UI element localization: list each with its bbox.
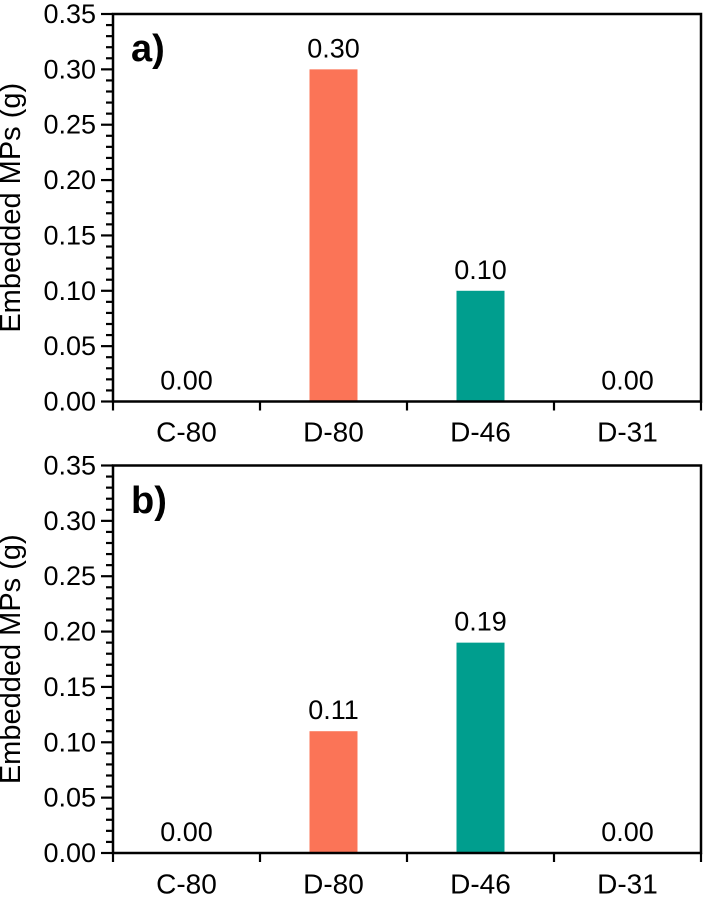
panel-a-bar-D-80 [309,69,358,402]
panel-a-bar-D-46 [456,290,505,402]
panel-b-ytick-label: 0.25 [43,561,96,591]
panel-a-letter: a) [131,28,165,70]
panel-b-frame [111,464,703,855]
panel-a-ytick-label: 0.10 [43,276,96,306]
panel-a-ytick-label: 0.30 [43,54,96,84]
panel-b-value-label-D-46: 0.19 [454,607,507,637]
panel-b-ytick-label: 0.00 [43,838,96,868]
panel-b-ytick-label: 0.20 [43,617,96,647]
panel-b-ytick-label: 0.10 [43,727,96,757]
panel-a-ytick-label: 0.05 [43,331,96,361]
panel-a-value-label-D-80: 0.30 [307,33,360,63]
panel-b-letter: b) [131,480,167,522]
panel-a-ylabel: Embedded MPs (g) [0,83,27,333]
panel-b-category-label-D-46: D-46 [450,869,511,900]
panel-b-ytick-label: 0.35 [43,451,96,481]
panel-b-value-label-D-80: 0.11 [308,695,359,725]
panel-a-category-label-D-46: D-46 [450,417,511,448]
panel-a-category-label-D-80: D-80 [303,417,364,448]
panel-b-ytick-label: 0.05 [43,783,96,813]
panel-b-category-label-C-80: C-80 [156,869,217,900]
panel-b-ytick-label: 0.30 [43,506,96,536]
panel-a-value-label-D-31: 0.00 [601,366,654,396]
panel-a-ytick-label: 0.25 [43,110,96,140]
panel-a-ytick-label: 0.15 [43,220,96,250]
panel-b-ytick-label: 0.15 [43,672,96,702]
panel-b-category-label-D-31: D-31 [597,869,658,900]
panel-a-frame [111,12,703,403]
panel-a-category-label-D-31: D-31 [597,417,658,448]
panel-a-ytick-label: 0.20 [43,165,96,195]
panel-b-ylabel: Embedded MPs (g) [0,534,27,784]
panel-a-value-label-C-80: 0.00 [160,366,213,396]
panel-a-ytick-label: 0.35 [43,0,96,29]
panel-a-ytick-label: 0.00 [43,387,96,417]
panel-a-category-label-C-80: C-80 [156,417,217,448]
panel-b-bar-D-46 [456,642,505,853]
panel-b-category-label-D-80: D-80 [303,869,364,900]
panel-a-value-label-D-46: 0.10 [454,255,507,285]
panel-b-bar-D-80 [309,731,358,853]
panel-b-value-label-C-80: 0.00 [160,817,213,847]
panel-b-value-label-D-31: 0.00 [601,817,654,847]
